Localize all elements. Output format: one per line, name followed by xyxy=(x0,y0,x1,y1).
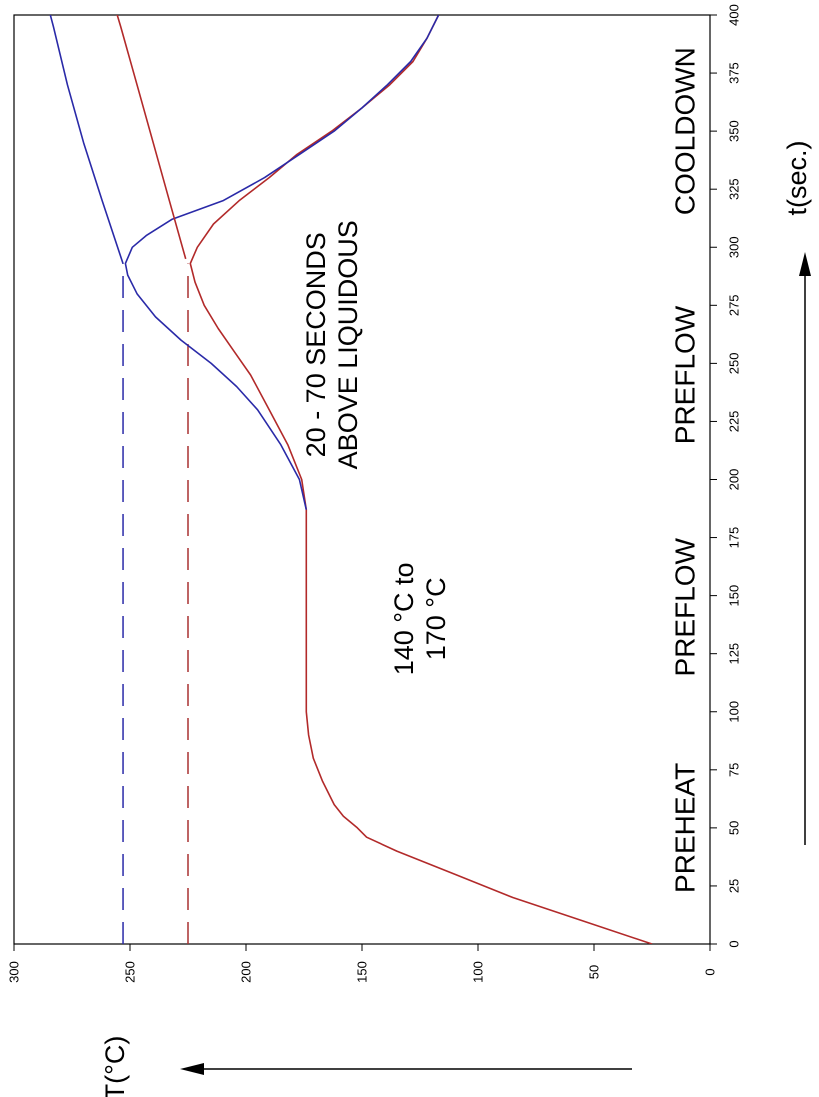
x-tick-label: 375 xyxy=(727,62,742,84)
plot-frame xyxy=(14,15,710,944)
y-axis-label: T(°C) xyxy=(100,1036,130,1097)
phase-label: PREHEAT xyxy=(669,763,700,893)
y-tick-label: 150 xyxy=(355,961,370,983)
annotation-text: 140 °C to xyxy=(389,562,419,675)
x-tick-label: 175 xyxy=(727,527,742,549)
phase-label: COOLDOWN xyxy=(669,47,700,215)
phase-label: PREFLOW xyxy=(669,537,700,676)
x-tick-label: 125 xyxy=(727,643,742,665)
text-layer: PREHEAT PREFLOW PREFLOW COOLDOWN 140 °C to 17… xyxy=(301,47,700,893)
x-tick-label: 75 xyxy=(727,763,742,777)
annotation-text: 170 °C xyxy=(421,577,451,660)
y-tick-label: 250 xyxy=(123,961,138,983)
x-tick-label: 200 xyxy=(727,469,742,491)
x-axis-label: t(sec.) xyxy=(782,140,812,215)
x-tick-label: 350 xyxy=(727,120,742,142)
annotation-text: ABOVE LIQUIDOUS xyxy=(333,220,363,469)
x-tick-label: 0 xyxy=(727,940,742,947)
y-tick-label: 200 xyxy=(239,961,254,983)
time-arrow xyxy=(799,252,811,845)
x-tick-label: 50 xyxy=(727,821,742,835)
x-tick-label: 400 xyxy=(727,4,742,26)
x-tick-label: 150 xyxy=(727,585,742,607)
series-layer xyxy=(44,0,652,944)
temperature-arrow xyxy=(180,1063,632,1075)
phase-label: PREFLOW xyxy=(669,305,700,444)
series-line xyxy=(44,0,123,264)
x-tick-label: 225 xyxy=(727,411,742,433)
x-tick-label: 325 xyxy=(727,178,742,200)
y-tick-label: 100 xyxy=(471,961,486,983)
reference-lines xyxy=(123,264,188,944)
y-tick-label: 50 xyxy=(587,965,602,979)
x-tick-label: 300 xyxy=(727,236,742,258)
x-tick-label: 100 xyxy=(727,701,742,723)
y-tick-label: 300 xyxy=(7,961,22,983)
x-tick-label: 250 xyxy=(727,353,742,375)
series-line xyxy=(190,15,652,944)
y-tick-label: 0 xyxy=(703,968,718,975)
x-tick-label: 25 xyxy=(727,879,742,893)
series-line xyxy=(107,0,186,259)
tick-layer: 0 25 50 75 100 125 150 175 200 225 250 275 300 325 350… xyxy=(7,4,742,983)
annotation-text: 20 - 70 SECONDS xyxy=(301,232,331,457)
x-tick-label: 275 xyxy=(727,294,742,316)
